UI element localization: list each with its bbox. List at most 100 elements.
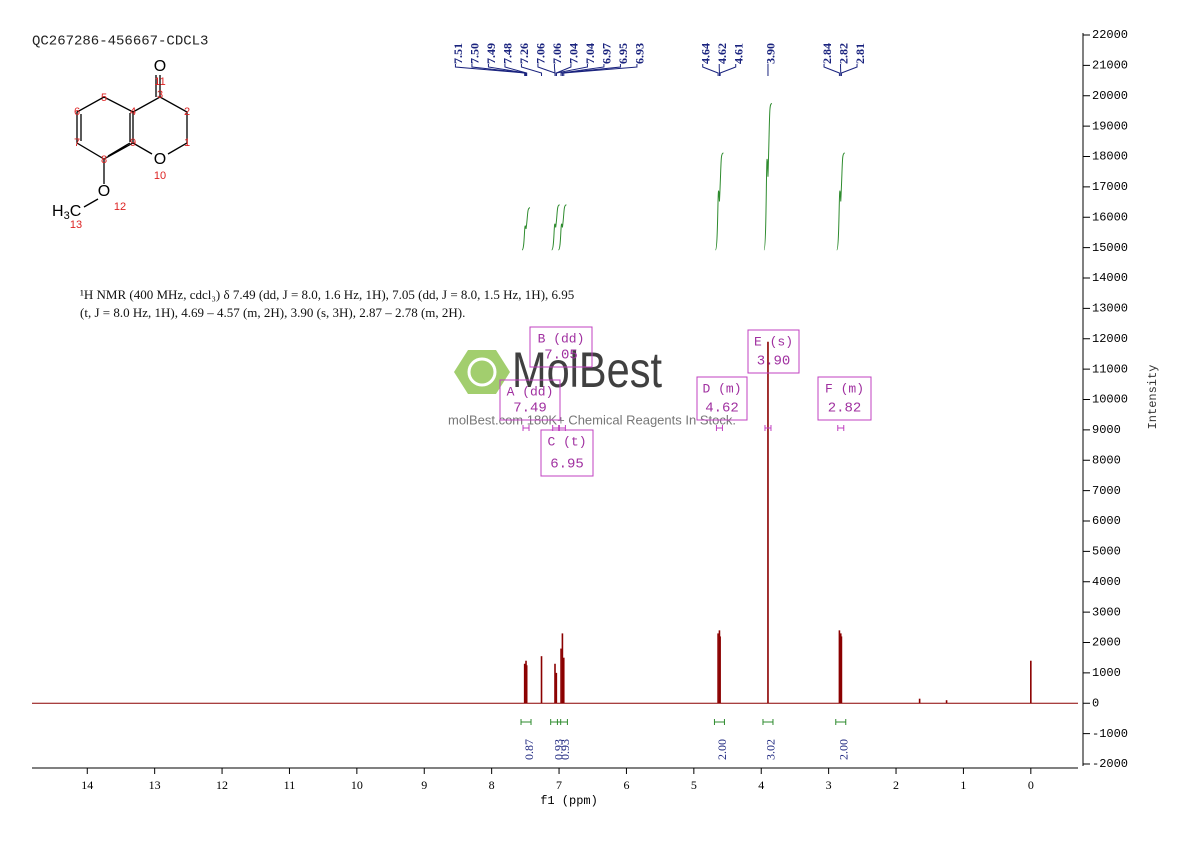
multiplet-marker: [558, 425, 566, 431]
y-tick-label: 0: [1092, 696, 1099, 710]
watermark-slogan: molBest.com 180K+ Chemical Reagents In S…: [448, 412, 736, 427]
y-tick-label: 11000: [1092, 362, 1128, 376]
description: (t, J = 8.0 Hz, 1H), 4.69 – 4.57 (m, 2H)…: [80, 305, 465, 320]
x-tick-label: 5: [691, 778, 697, 792]
benzene-ring: [76, 96, 134, 160]
x-tick-label: 12: [216, 778, 228, 792]
multiplet-name: E (s): [754, 334, 793, 349]
x-tick-label: 14: [81, 778, 93, 792]
peak-connector: [563, 64, 638, 76]
description: ¹H NMR (400 MHz, cdcl₃) δ 7.49 (dd, J = …: [80, 287, 574, 302]
multiplet-box: [540, 429, 594, 477]
multiplet-name: C (t): [547, 434, 586, 449]
peak-label: 7.49: [484, 43, 498, 64]
x-axis-label: f1 (ppm): [540, 794, 598, 808]
peak-connector: [553, 64, 556, 76]
peak-connector: [520, 64, 543, 76]
integral-label: 0.93: [551, 739, 565, 760]
multiplet-shift: 6.95: [550, 457, 584, 473]
y-tick-label: 5000: [1092, 545, 1121, 559]
watermark-logo: [467, 357, 497, 387]
integral-curve: [714, 152, 724, 251]
integral-curve: [836, 152, 845, 251]
multiplet-name: F (m): [825, 381, 864, 396]
x-tick-label: 1: [960, 778, 966, 792]
y-axis-label: Intensity: [1146, 365, 1160, 430]
multiplet-marker: [837, 425, 845, 431]
peak-label: 7.50: [468, 43, 482, 64]
molecule: [76, 75, 188, 208]
atom-label: O: [154, 151, 166, 168]
y-tick-label: 4000: [1092, 575, 1121, 589]
peak-label: 2.81: [853, 43, 867, 64]
peak-connector: [504, 64, 528, 76]
peak-label: 7.51: [451, 43, 465, 64]
atom-number: 9: [130, 137, 136, 149]
peak-label: 4.61: [731, 43, 745, 64]
x-tick-label: 10: [351, 778, 363, 792]
atom-number: 5: [101, 92, 107, 104]
atom-number: 4: [130, 106, 136, 118]
peak-label: 7.04: [567, 43, 581, 64]
peak-label: 2.82: [836, 43, 850, 64]
peak-label: 4.62: [715, 43, 729, 64]
y-tick-label: 6000: [1092, 514, 1121, 528]
x-tick-label: 3: [826, 778, 832, 792]
peak-connector: [840, 64, 858, 76]
multiplet-marker: [715, 425, 723, 431]
y-tick-label: 9000: [1092, 423, 1121, 437]
y-tick-label: -2000: [1092, 757, 1128, 771]
y-tick-label: 1000: [1092, 666, 1121, 680]
chart-title: QC267286-456667-CDCL3: [32, 34, 208, 50]
multiplet-shift: 7.49: [513, 401, 547, 417]
peak-connector: [471, 64, 526, 76]
integral-bracket: [762, 719, 774, 725]
atom-number: 6: [74, 106, 80, 118]
peak-connector: [561, 64, 621, 76]
multiplet-name: B (dd): [538, 331, 585, 346]
atom-number: 7: [74, 137, 80, 149]
integral-curve: [763, 103, 773, 251]
peak-label: 3.90: [764, 43, 778, 64]
atom-number: 3: [157, 89, 163, 101]
multiplet-box: [696, 376, 748, 421]
atom-number: 8: [101, 154, 107, 166]
y-tick-label: 3000: [1092, 605, 1121, 619]
multiplet-marker: [522, 425, 530, 431]
x-tick-label: 2: [893, 778, 899, 792]
peak-label: 7.06: [550, 43, 564, 64]
integral-label: 0.87: [522, 739, 536, 760]
atom-label: H3C: [52, 203, 81, 222]
methoxy-bond: [83, 159, 105, 208]
peak-connector: [537, 64, 556, 76]
integral-curve: [557, 204, 567, 251]
y-tick-label: -1000: [1092, 727, 1128, 741]
atom-numbers: 11 3 2 1 10 9 8 7 6 5 4 12 13: [70, 76, 190, 231]
multiplet-box: [529, 326, 593, 368]
integral-curve: [521, 207, 531, 251]
integral-curve: [551, 204, 560, 251]
multiplet-shift: 3.90: [757, 354, 791, 370]
integral-bracket: [713, 719, 725, 725]
x-tick-label: 4: [758, 778, 764, 792]
atom-number: 2: [184, 106, 190, 118]
y-tick-label: 10000: [1092, 393, 1128, 407]
y-tick-label: 22000: [1092, 28, 1128, 42]
peak-label: 4.64: [698, 43, 712, 64]
atom-label: C: [70, 203, 82, 220]
integral-bracket: [520, 719, 532, 725]
x-tick-label: 11: [284, 778, 296, 792]
peak-label: 7.26: [517, 43, 531, 64]
integral-bracket: [835, 719, 847, 725]
watermark-logo: [454, 350, 510, 394]
peak-connector: [702, 64, 719, 76]
x-tick-label: 6: [623, 778, 629, 792]
multiplet-shift: 7.05: [544, 348, 578, 364]
y-tick-label: 20000: [1092, 89, 1128, 103]
peak-label: 2.84: [820, 43, 834, 64]
peak-connector: [719, 64, 737, 76]
y-tick-label: 21000: [1092, 59, 1128, 73]
peak-label: 6.95: [616, 43, 630, 64]
